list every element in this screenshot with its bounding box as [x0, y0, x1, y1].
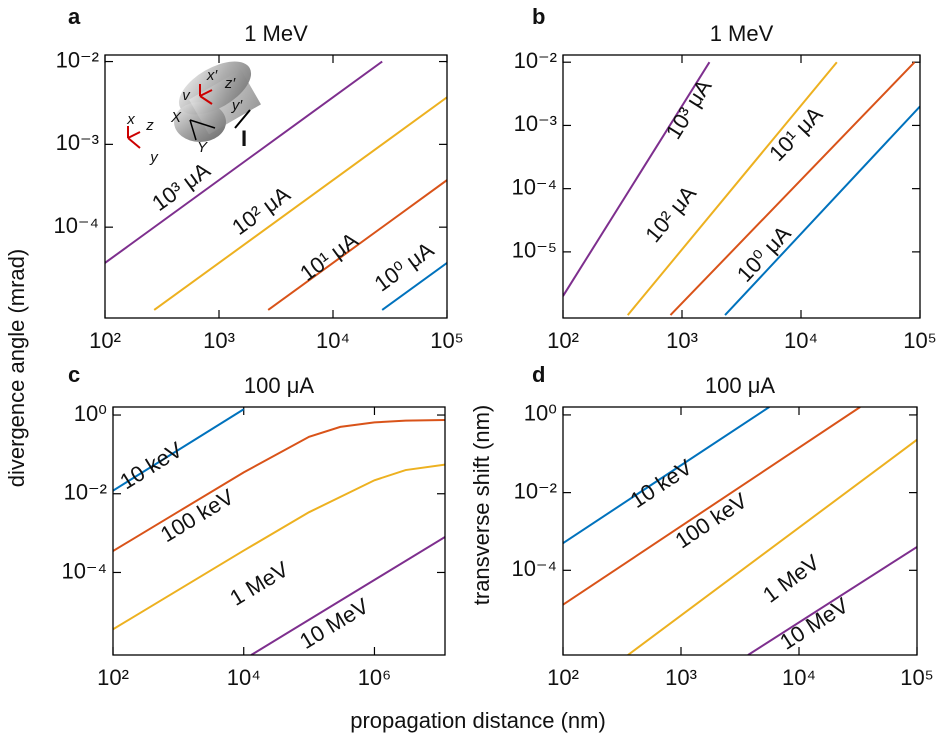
inset-label: y	[149, 149, 159, 166]
series-line	[747, 546, 917, 655]
series-line	[626, 61, 838, 316]
x-tick-label: 10³	[665, 665, 697, 690]
line-label: 100 keV	[156, 484, 238, 547]
x-tick-label: 10⁴	[227, 665, 261, 690]
y-tick-label: 10⁻⁴	[61, 558, 107, 583]
x-tick-label: 10⁴	[316, 328, 350, 353]
chart-title: 100 μA	[705, 373, 775, 398]
plot-frame	[562, 54, 921, 319]
x-axis-label: propagation distance (nm)	[350, 708, 606, 733]
panel-letter: c	[68, 362, 80, 387]
x-tick-label: 10⁴	[782, 665, 816, 690]
series-line	[153, 96, 447, 311]
series-line	[627, 438, 917, 655]
chart-title: 1 MeV	[244, 21, 308, 46]
line-label: 10 MeV	[295, 593, 373, 654]
inset-label: z	[145, 117, 154, 134]
inset-label: v	[182, 87, 191, 104]
series-line	[113, 418, 445, 552]
y-axis-label: divergence angle (mrad)	[4, 249, 29, 487]
line-label: 10 keV	[626, 454, 697, 513]
y-axis-label: transverse shift (nm)	[469, 405, 494, 606]
y-tick-label: 10⁻⁴	[511, 174, 557, 199]
x-tick-label: 10²	[97, 665, 129, 690]
y-tick-label: 10⁻³	[514, 111, 557, 136]
chart-title: 100 μA	[244, 373, 314, 398]
line-label: 1 MeV	[225, 556, 293, 610]
x-tick-label: 10⁵	[900, 665, 934, 690]
line-label: 10 MeV	[775, 592, 853, 654]
inset-label: Y	[197, 139, 208, 156]
x-tick-label: 10²	[547, 328, 579, 353]
x-tick-label: 10⁵	[903, 328, 937, 353]
series-line	[105, 60, 383, 264]
inset-label: x	[126, 111, 135, 128]
x-tick-label: 10⁵	[430, 328, 464, 353]
y-tick-label: 10⁰	[74, 401, 107, 426]
series-line	[267, 179, 447, 311]
y-tick-label: 10⁻³	[56, 130, 99, 155]
y-tick-label: 10⁻⁴	[511, 556, 557, 581]
series-line	[724, 105, 920, 316]
inset-label: X	[170, 109, 182, 126]
inset-diagram	[127, 61, 261, 149]
line-label: 10 keV	[115, 437, 187, 495]
plot-frame	[104, 54, 448, 319]
series-line	[563, 407, 861, 606]
series-line	[381, 262, 447, 311]
plot-frame	[562, 406, 918, 656]
series-line	[113, 463, 445, 631]
panel-letter: a	[68, 4, 81, 29]
line-label: 10³ μA	[661, 75, 717, 144]
x-tick-label: 10²	[547, 665, 579, 690]
y-tick-label: 10⁻²	[514, 48, 557, 73]
series-line	[563, 407, 770, 544]
line-label: 1 MeV	[758, 549, 824, 607]
line-label: 10¹ μA	[295, 227, 363, 286]
x-tick-label: 10³	[666, 328, 698, 353]
y-tick-label: 10⁻²	[514, 478, 557, 503]
panel-letter: d	[532, 362, 545, 387]
y-tick-label: 10⁻²	[56, 47, 99, 72]
inset-label: x′	[206, 67, 219, 84]
series-line	[113, 408, 245, 492]
inset-label: I	[241, 126, 247, 151]
x-tick-label: 10²	[89, 328, 121, 353]
y-tick-label: 10⁻²	[64, 480, 107, 505]
inset-label: z′	[224, 75, 237, 92]
x-tick-label: 10⁴	[784, 328, 818, 353]
x-tick-label: 10³	[203, 328, 235, 353]
line-label: 10⁰ μA	[370, 237, 439, 297]
series-line	[563, 61, 711, 297]
y-tick-label: 10⁻⁵	[512, 238, 557, 263]
line-label: 100 keV	[671, 488, 752, 554]
series-line	[250, 536, 445, 655]
series-line	[669, 61, 916, 316]
line-label: 10⁰ μA	[732, 221, 796, 287]
x-tick-label: 10⁶	[358, 665, 392, 690]
y-tick-label: 10⁰	[524, 401, 557, 426]
y-tick-label: 10⁻⁴	[53, 213, 99, 238]
panel-letter: b	[532, 4, 545, 29]
inset-label: y′	[231, 97, 244, 114]
plot-frame	[112, 406, 446, 656]
chart-title: 1 MeV	[710, 21, 774, 46]
